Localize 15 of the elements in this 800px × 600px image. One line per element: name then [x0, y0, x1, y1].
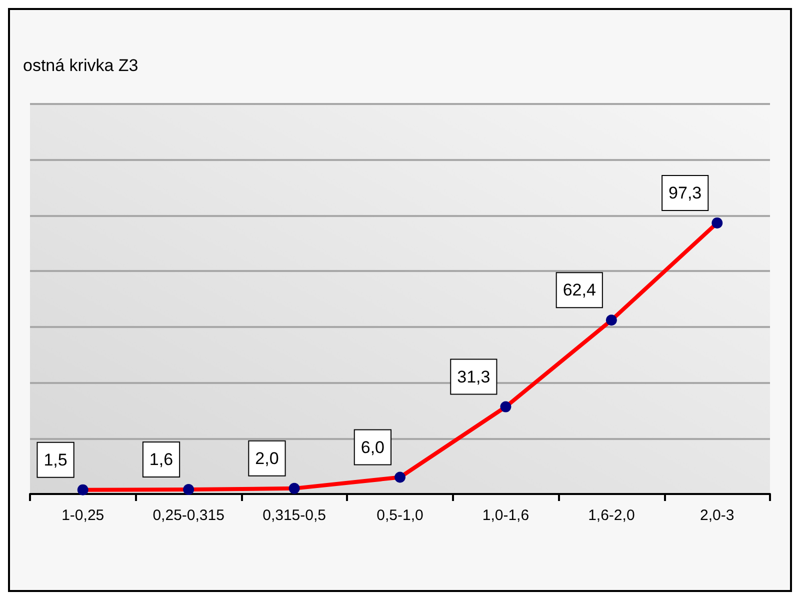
- data-label: 31,3: [457, 367, 490, 386]
- chart-title: ostná krivka Z3: [23, 56, 138, 75]
- x-tick-label: 2,0-3: [700, 507, 734, 524]
- x-tick-label: 1-0,25: [62, 507, 104, 524]
- x-tick-label: 0,315-0,5: [262, 507, 326, 524]
- data-label: 97,3: [668, 183, 702, 202]
- data-label: 6,0: [360, 438, 384, 457]
- data-label: 62,4: [562, 280, 596, 300]
- x-tick-label: 1,6-2,0: [588, 507, 635, 524]
- x-tick-label: 1,0-1,6: [482, 507, 530, 524]
- data-label: 1,6: [149, 450, 174, 470]
- x-tick-label: 0,25-0,315: [152, 507, 224, 524]
- data-label: 2,0: [255, 448, 279, 468]
- data-label: 1,5: [44, 450, 68, 470]
- x-tick-label: 0,5-1,0: [376, 507, 424, 524]
